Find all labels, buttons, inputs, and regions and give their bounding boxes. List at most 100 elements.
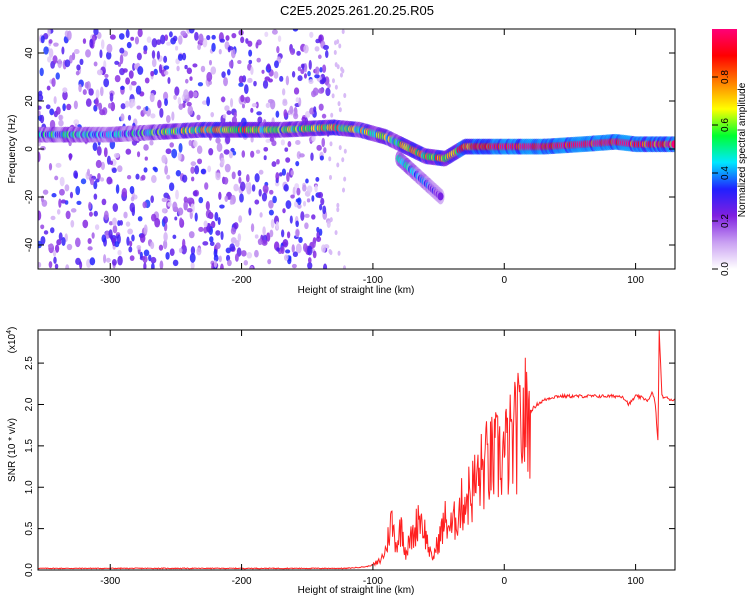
snr-frame <box>37 329 676 571</box>
noise-speckle <box>176 65 180 72</box>
noise-speckle <box>70 208 77 213</box>
noise-speckle <box>174 86 180 96</box>
noise-speckle <box>316 144 322 151</box>
noise-speckle <box>196 145 203 155</box>
noise-speckle <box>161 154 167 164</box>
noise-speckle <box>93 181 98 190</box>
noise-speckle <box>45 104 51 110</box>
noise-speckle <box>76 64 81 71</box>
x-tick-label: -100 <box>363 576 383 587</box>
noise-speckle <box>276 158 280 165</box>
noise-speckle <box>295 243 302 254</box>
noise-speckle <box>120 85 125 90</box>
noise-speckle <box>87 237 92 245</box>
noise-speckle <box>129 255 135 261</box>
noise-speckle <box>296 187 301 196</box>
noise-speckle <box>206 96 211 107</box>
noise-speckle <box>192 63 198 68</box>
noise-speckle <box>129 84 133 91</box>
noise-speckle <box>59 188 65 196</box>
noise-speckle <box>307 261 313 269</box>
noise-speckle <box>177 96 182 106</box>
noise-speckle <box>43 46 49 55</box>
noise-speckle <box>233 112 237 118</box>
noise-speckle <box>231 33 237 39</box>
noise-speckle <box>240 94 245 103</box>
noise-speckle <box>233 183 239 192</box>
noise-speckle <box>54 244 60 253</box>
noise-speckle <box>291 71 296 78</box>
noise-speckle <box>197 158 203 165</box>
noise-speckle <box>265 138 271 143</box>
noise-speckle <box>312 239 316 248</box>
noise-speckle <box>58 198 62 208</box>
noise-speckle <box>285 157 291 163</box>
noise-speckle <box>150 213 157 222</box>
colorbar-tick-label: 0.8 <box>720 70 731 84</box>
noise-speckle <box>262 184 269 194</box>
noise-speckle <box>184 64 188 70</box>
noise-speckle <box>89 38 94 48</box>
noise-speckle <box>51 193 57 198</box>
noise-speckle <box>171 148 178 159</box>
noise-speckle <box>301 116 306 122</box>
noise-speckle <box>186 67 193 75</box>
noise-speckle <box>306 185 313 194</box>
noise-speckle <box>58 119 64 127</box>
noise-speckle <box>216 142 223 153</box>
noise-speckle <box>158 64 163 74</box>
noise-speckle <box>99 109 106 116</box>
noise-speckle <box>58 114 64 121</box>
noise-speckle <box>124 100 130 108</box>
noise-speckle <box>178 247 183 253</box>
noise-speckle <box>50 227 55 234</box>
noise-speckle <box>247 77 253 83</box>
x-tick-label: -300 <box>100 576 120 587</box>
noise-speckle <box>336 162 340 168</box>
noise-speckle <box>271 140 277 147</box>
noise-speckle <box>308 257 312 264</box>
noise-speckle <box>167 201 172 207</box>
noise-speckle <box>191 176 195 182</box>
noise-speckle <box>183 89 189 99</box>
noise-speckle <box>312 250 317 259</box>
noise-speckle <box>130 36 135 41</box>
noise-speckle <box>297 75 303 82</box>
noise-speckle <box>108 229 113 239</box>
noise-speckle <box>255 101 259 109</box>
noise-speckle <box>276 247 280 252</box>
noise-speckle <box>103 78 110 88</box>
noise-speckle <box>314 74 320 79</box>
noise-speckle <box>224 105 230 112</box>
noise-speckle <box>275 221 279 230</box>
noise-speckle <box>180 30 187 37</box>
noise-speckle <box>283 254 289 261</box>
y-tick-label: 20 <box>24 95 35 107</box>
noise-speckle <box>141 174 146 181</box>
noise-speckle <box>156 50 160 60</box>
spectrogram-xlabel: Height of straight line (km) <box>298 285 415 296</box>
noise-speckle <box>331 93 335 99</box>
noise-speckle <box>47 29 51 37</box>
noise-speckle <box>285 200 292 209</box>
noise-speckle <box>93 210 98 217</box>
noise-speckle <box>66 103 72 111</box>
noise-speckle <box>173 94 177 100</box>
noise-speckle <box>284 147 289 152</box>
snr-xlabel: Height of straight line (km) <box>298 585 415 596</box>
noise-speckle <box>172 259 179 267</box>
noise-speckle <box>322 205 327 215</box>
noise-speckle <box>305 178 309 184</box>
noise-speckle <box>221 71 226 78</box>
noise-speckle <box>143 262 147 269</box>
noise-speckle <box>178 35 183 45</box>
noise-speckle <box>255 149 261 154</box>
noise-speckle <box>113 153 120 158</box>
y-tick-label: 1.0 <box>24 480 35 494</box>
noise-speckle <box>315 177 320 182</box>
noise-speckle <box>215 242 221 250</box>
noise-speckle <box>220 230 224 241</box>
snr-scale-close: ) <box>7 327 18 330</box>
noise-speckle <box>329 141 333 147</box>
